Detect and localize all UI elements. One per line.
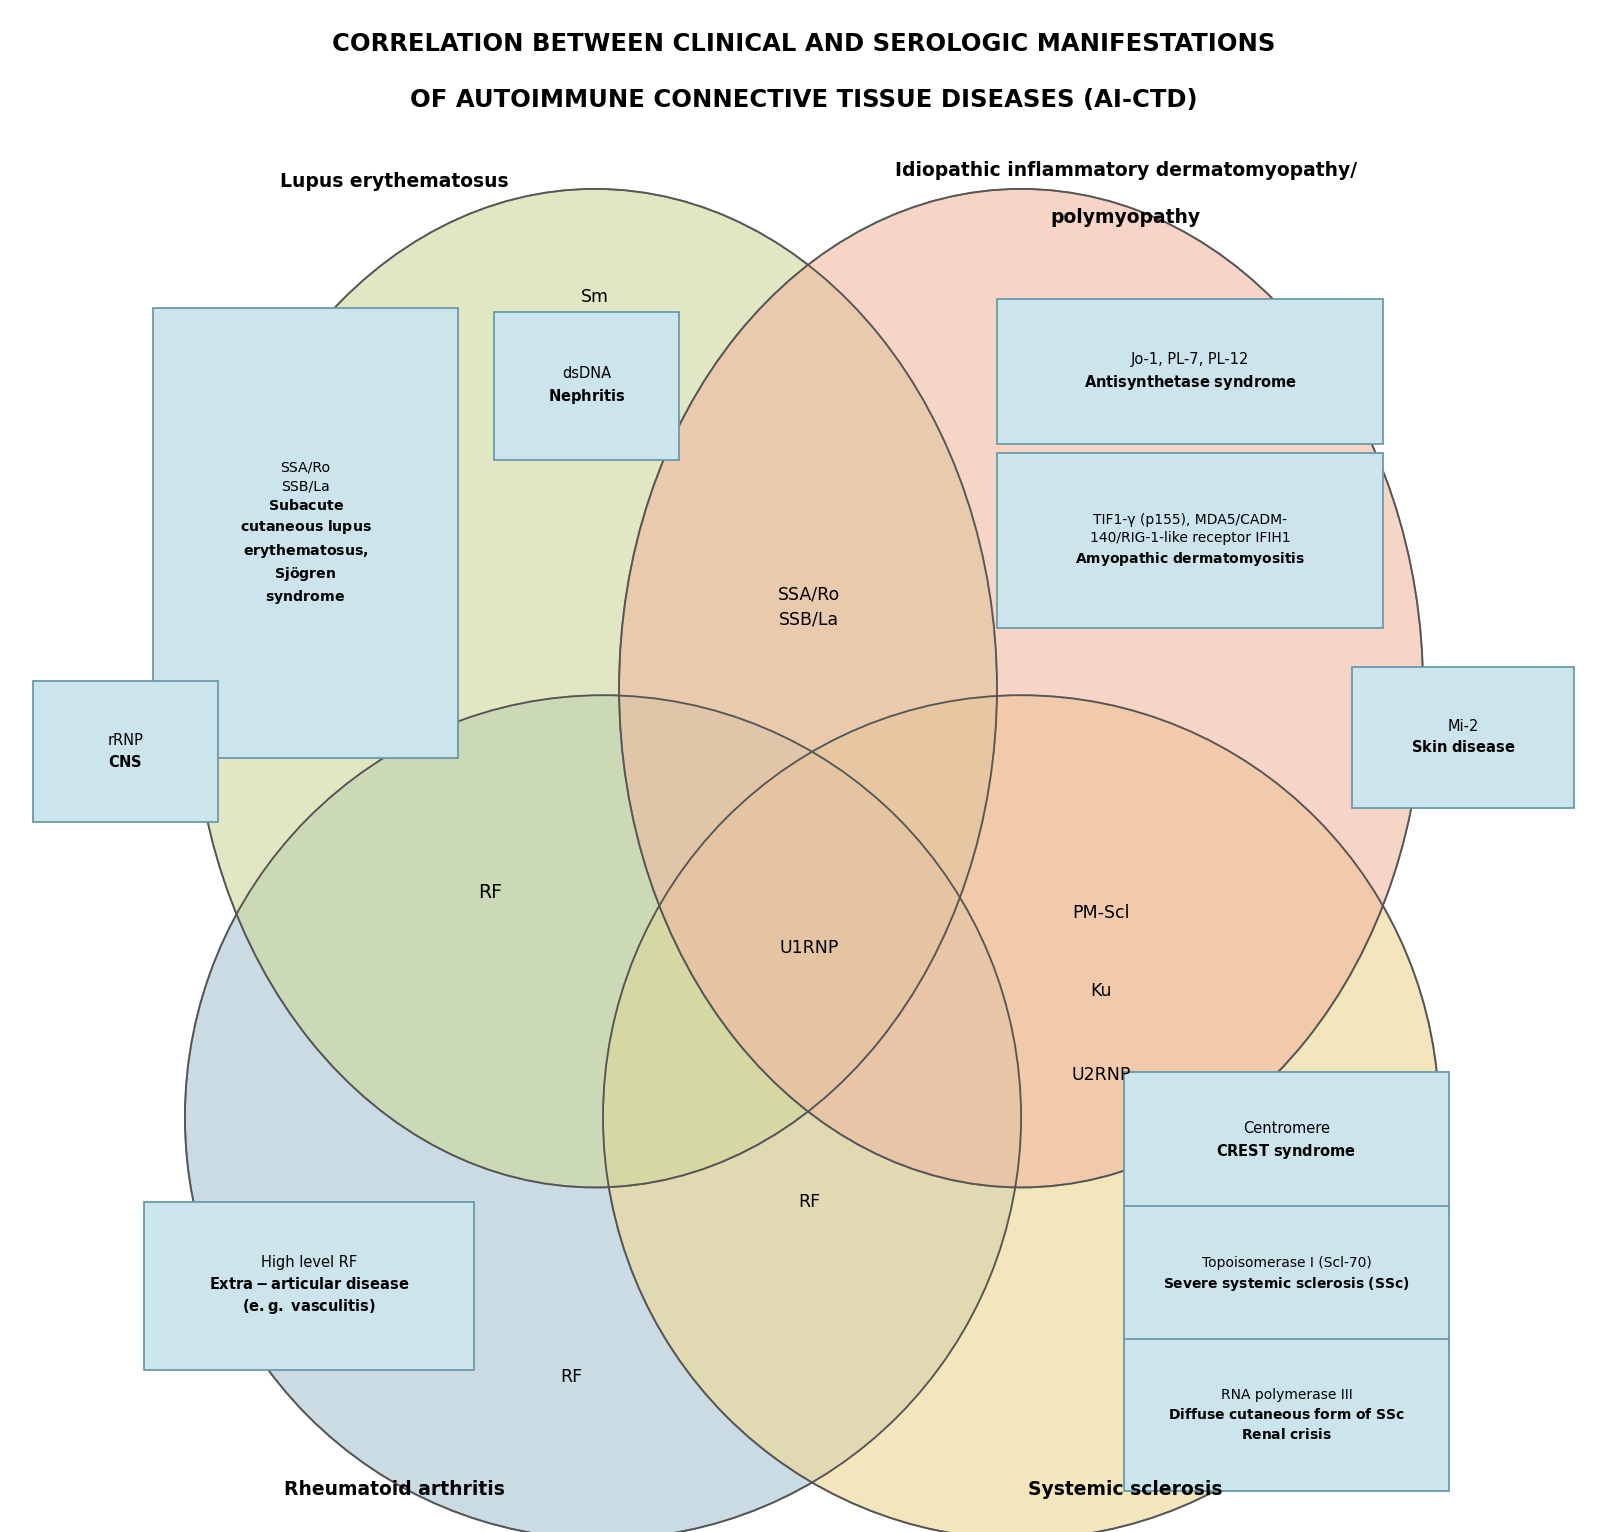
FancyBboxPatch shape bbox=[996, 299, 1382, 444]
Text: U2RNP: U2RNP bbox=[1072, 1066, 1130, 1085]
FancyBboxPatch shape bbox=[145, 1201, 472, 1370]
Text: TIF1-γ (p155), MDA5/CADM-
140/RIG-1-like receptor IFIH1
$\bf{Amyopathic\ dermato: TIF1-γ (p155), MDA5/CADM- 140/RIG-1-like… bbox=[1073, 513, 1305, 568]
FancyBboxPatch shape bbox=[996, 452, 1382, 628]
FancyBboxPatch shape bbox=[1123, 1072, 1448, 1210]
Text: Systemic sclerosis: Systemic sclerosis bbox=[1028, 1480, 1221, 1500]
Text: Sm: Sm bbox=[580, 288, 609, 306]
Ellipse shape bbox=[603, 696, 1438, 1532]
Text: CORRELATION BETWEEN CLINICAL AND SEROLOGIC MANIFESTATIONS: CORRELATION BETWEEN CLINICAL AND SEROLOG… bbox=[333, 32, 1274, 57]
Text: SSA/Ro
SSB/La: SSA/Ro SSB/La bbox=[778, 585, 839, 628]
Text: dsDNA
$\bf{Nephritis}$: dsDNA $\bf{Nephritis}$ bbox=[548, 366, 625, 406]
Text: Jo-1, PL-7, PL-12
$\bf{Antisynthetase\ syndrome}$: Jo-1, PL-7, PL-12 $\bf{Antisynthetase\ s… bbox=[1083, 352, 1295, 392]
Text: Centromere
$\bf{CREST\ syndrome}$: Centromere $\bf{CREST\ syndrome}$ bbox=[1215, 1121, 1356, 1161]
Text: PM-Scl: PM-Scl bbox=[1072, 904, 1130, 922]
Ellipse shape bbox=[193, 188, 996, 1187]
Text: Rheumatoid arthritis: Rheumatoid arthritis bbox=[283, 1480, 505, 1500]
Ellipse shape bbox=[619, 188, 1422, 1187]
Text: Topoisomerase I (Scl-70)
$\bf{Severe\ systemic\ sclerosis\ (SSc)}$: Topoisomerase I (Scl-70) $\bf{Severe\ sy… bbox=[1162, 1256, 1409, 1293]
FancyBboxPatch shape bbox=[1123, 1206, 1448, 1344]
Text: RNA polymerase III
$\bf{Diffuse\ cutaneous\ form\ of\ SSc}$
$\bf{Renal\ crisis}$: RNA polymerase III $\bf{Diffuse\ cutaneo… bbox=[1167, 1388, 1405, 1442]
Text: SSA/Ro
SSB/La
$\bf{Subacute}$
$\bf{cutaneous\ lupus}$
$\bf{erythematosus,}$
$\bf: SSA/Ro SSB/La $\bf{Subacute}$ $\bf{cutan… bbox=[239, 461, 371, 607]
Text: RF: RF bbox=[797, 1192, 820, 1210]
Text: OF AUTOIMMUNE CONNECTIVE TISSUE DISEASES (AI-CTD): OF AUTOIMMUNE CONNECTIVE TISSUE DISEASES… bbox=[410, 89, 1197, 112]
Text: RF: RF bbox=[479, 882, 501, 902]
FancyBboxPatch shape bbox=[495, 313, 678, 460]
FancyBboxPatch shape bbox=[32, 682, 217, 821]
Text: High level RF
$\bf{Extra-articular\ disease}$
$\bf{(e.g.\ vasculitis)}$: High level RF $\bf{Extra-articular\ dise… bbox=[209, 1256, 408, 1316]
FancyBboxPatch shape bbox=[153, 308, 458, 758]
Ellipse shape bbox=[185, 696, 1020, 1532]
Text: Lupus erythematosus: Lupus erythematosus bbox=[280, 173, 508, 192]
Text: Mi-2
$\bf{Skin\ disease}$: Mi-2 $\bf{Skin\ disease}$ bbox=[1411, 720, 1514, 755]
Text: Idiopathic inflammatory dermatomyopathy/: Idiopathic inflammatory dermatomyopathy/ bbox=[893, 161, 1356, 181]
Text: polymyopathy: polymyopathy bbox=[1049, 207, 1200, 227]
Text: RF: RF bbox=[559, 1368, 582, 1386]
Text: U1RNP: U1RNP bbox=[779, 939, 837, 958]
FancyBboxPatch shape bbox=[1123, 1339, 1448, 1491]
Text: rRNP
$\bf{CNS}$: rRNP $\bf{CNS}$ bbox=[108, 734, 143, 769]
Text: Ku: Ku bbox=[1090, 982, 1112, 999]
FancyBboxPatch shape bbox=[1351, 666, 1573, 807]
